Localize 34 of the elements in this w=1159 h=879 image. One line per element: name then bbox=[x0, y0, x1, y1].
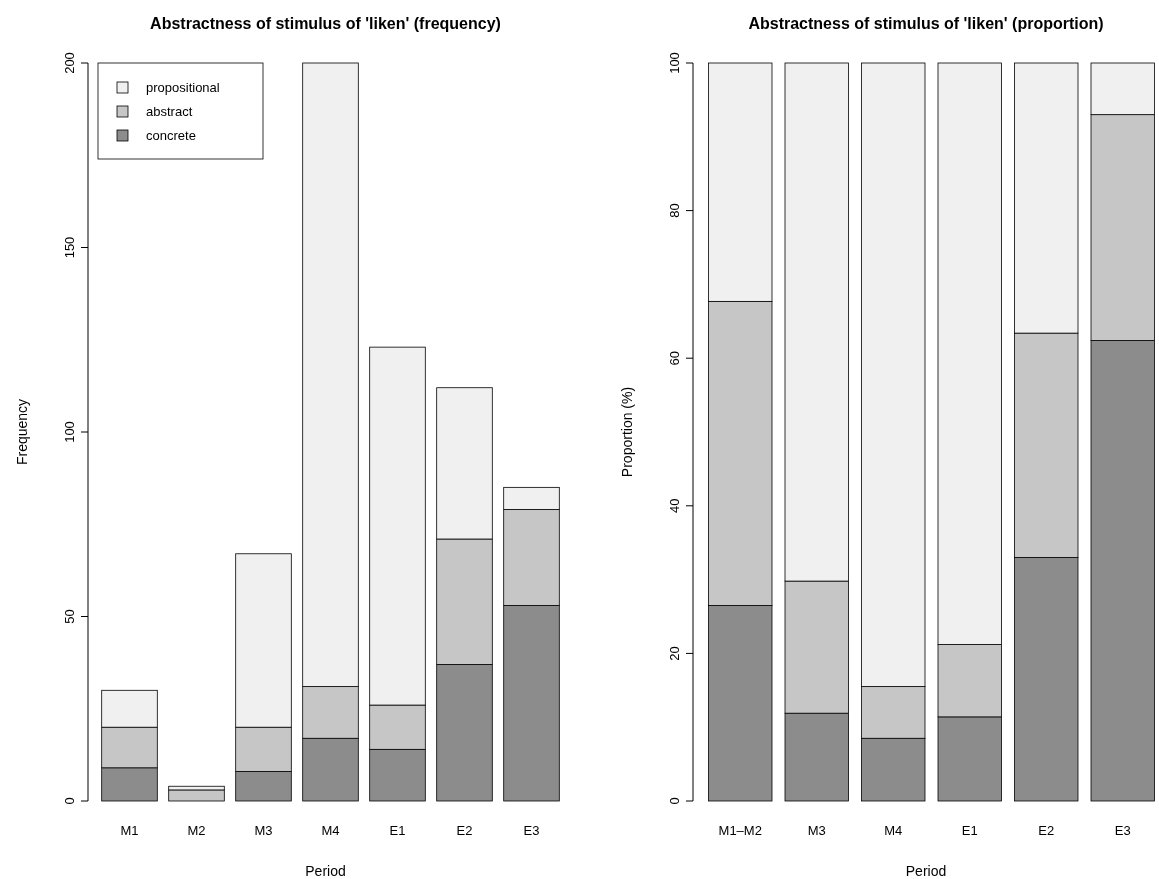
x-axis-title: Period bbox=[305, 863, 346, 879]
y-tick-label: 60 bbox=[667, 350, 682, 366]
y-axis-title: Proportion (%) bbox=[619, 386, 635, 478]
y-tick-label: 80 bbox=[667, 203, 682, 218]
x-tick-label: M4 bbox=[321, 823, 340, 838]
x-axis-title: Period bbox=[905, 863, 947, 879]
chart-title: Abstractness of stimulus of 'liken' (proportion) bbox=[748, 15, 1104, 32]
x-tick-label: E1 bbox=[961, 823, 978, 838]
x-tick-label: M1 bbox=[120, 823, 139, 838]
x-tick-label: M3 bbox=[807, 823, 826, 838]
y-tick-label: 0 bbox=[62, 797, 77, 805]
y-axis-title: Frequency bbox=[14, 398, 30, 466]
x-tick-label: E1 bbox=[389, 823, 406, 838]
x-tick-label: E3 bbox=[1114, 823, 1131, 838]
y-tick-label: 200 bbox=[62, 52, 77, 74]
x-tick-label: E3 bbox=[523, 823, 540, 838]
y-tick-label: 50 bbox=[62, 609, 77, 624]
x-tick-label: M1–M2 bbox=[718, 823, 762, 838]
legend-label: abstract bbox=[146, 104, 193, 119]
y-tick-label: 0 bbox=[667, 797, 682, 805]
legend-label: concrete bbox=[146, 128, 196, 143]
x-tick-label: E2 bbox=[1038, 823, 1055, 838]
bar bbox=[168, 789, 225, 802]
x-tick-label: M3 bbox=[254, 823, 273, 838]
y-tick-label: 40 bbox=[667, 498, 682, 514]
legend-label: propositional bbox=[146, 80, 220, 95]
x-tick-label: M4 bbox=[884, 823, 903, 838]
y-tick-label: 20 bbox=[667, 646, 682, 661]
x-tick-label: E2 bbox=[456, 823, 473, 838]
y-tick-label: 100 bbox=[62, 421, 77, 443]
y-tick-label: 150 bbox=[62, 236, 77, 259]
x-tick-label: M2 bbox=[187, 823, 206, 838]
y-tick-label: 100 bbox=[667, 52, 682, 74]
chart-title: Abstractness of stimulus of 'liken' (frequency) bbox=[150, 15, 501, 32]
